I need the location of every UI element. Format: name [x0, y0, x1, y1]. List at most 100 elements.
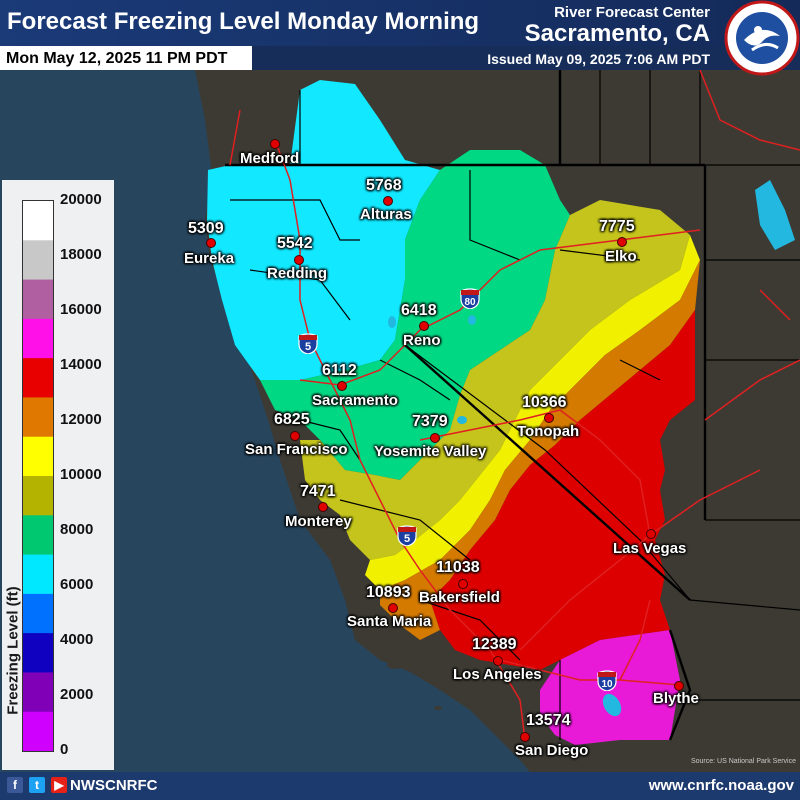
city-value: 5768 — [366, 177, 402, 194]
city-marker[interactable] — [646, 529, 656, 539]
source-credit: Source: US National Park Service — [690, 758, 796, 765]
valid-time: Mon May 12, 2025 11 PM PDT — [6, 50, 228, 67]
zone-cyan-4000-6000 — [207, 80, 440, 380]
legend-color-step — [23, 240, 53, 281]
state-boundaries — [225, 70, 707, 741]
legend-color-step — [23, 593, 53, 634]
rfc-label: River Forecast Center — [554, 4, 710, 21]
city-marker[interactable] — [419, 321, 429, 331]
city-name: Blythe — [653, 690, 699, 707]
youtube-icon[interactable]: ▶ — [51, 777, 67, 793]
city-marker[interactable] — [493, 656, 503, 666]
city-value: 13574 — [526, 712, 571, 729]
legend-tick-label: 10000 — [60, 466, 102, 483]
legend-color-step — [23, 436, 53, 477]
zone-orange-10000-12000 — [380, 260, 700, 640]
city-marker[interactable] — [383, 196, 393, 206]
legend-color-step — [23, 279, 53, 320]
svg-text:5: 5 — [305, 341, 311, 353]
facebook-icon[interactable]: f — [7, 777, 23, 793]
city-value: 6418 — [401, 302, 437, 319]
city-marker[interactable] — [388, 603, 398, 613]
city-marker[interactable] — [544, 413, 554, 423]
legend-tick-label: 4000 — [60, 631, 94, 648]
header: Forecast Freezing Level Monday Morning M… — [0, 0, 800, 70]
legend-color-step — [23, 201, 53, 241]
city-name: Yosemite Valley — [374, 443, 487, 460]
city-marker[interactable] — [458, 579, 468, 589]
city-marker[interactable] — [617, 237, 627, 247]
city-name: Tonopah — [517, 423, 580, 440]
city-marker[interactable] — [206, 238, 216, 248]
lakes — [388, 180, 795, 717]
city-value: 6112 — [322, 362, 357, 379]
city-marker[interactable] — [294, 255, 304, 265]
legend-tick-label: 8000 — [60, 521, 94, 538]
city-name: Santa Maria — [347, 613, 432, 630]
legend-color-step — [23, 476, 53, 516]
legend-tick-label: 14000 — [60, 356, 102, 373]
legend-color-bar — [22, 200, 54, 752]
legend-tick-label: 18000 — [60, 246, 102, 263]
city-value: 10366 — [522, 394, 567, 411]
legend-color-step — [23, 554, 53, 595]
legend-tick-label: 16000 — [60, 301, 102, 318]
city-marker[interactable] — [270, 139, 280, 149]
issued-time: Issued May 09, 2025 7:06 AM PDT — [487, 51, 710, 67]
channel-islands — [387, 657, 496, 725]
city-value: 6825 — [274, 411, 310, 428]
legend-tick-label: 20000 — [60, 191, 102, 208]
legend-color-step — [23, 358, 53, 398]
zone-green-6000-8000 — [260, 150, 570, 480]
city-name: Los Angeles — [453, 666, 542, 683]
city-marker[interactable] — [430, 433, 440, 443]
twitter-icon[interactable]: t — [29, 777, 45, 793]
city-marker[interactable] — [337, 381, 347, 391]
city-name: Alturas — [360, 206, 412, 223]
city-marker[interactable] — [318, 502, 328, 512]
city-name: Reno — [403, 332, 441, 349]
legend-color-step — [23, 672, 53, 713]
city-value: 11038 — [436, 559, 480, 576]
city-marker[interactable] — [290, 431, 300, 441]
interstate-shield-icon: 10 — [597, 670, 617, 691]
svg-text:10: 10 — [601, 679, 613, 690]
city-value: 12389 — [472, 636, 517, 653]
city-name: Bakersfield — [419, 589, 500, 606]
legend-color-step — [23, 515, 53, 556]
city-name: Medford — [240, 150, 300, 167]
legend-color-step — [23, 318, 53, 359]
city-value: 5542 — [277, 235, 313, 252]
svg-text:80: 80 — [464, 297, 476, 308]
zone-olive-8000-9000 — [300, 200, 690, 560]
legend-tick-label: 6000 — [60, 576, 94, 593]
city-value: 7775 — [599, 218, 635, 235]
footer: f t ▶ NWSCNRFC www.cnrfc.noaa.gov — [0, 772, 800, 800]
city-value: 7471 — [300, 483, 336, 500]
city-name: Elko — [605, 248, 637, 265]
city-name: Las Vegas — [613, 540, 687, 557]
social-handle[interactable]: NWSCNRFC — [70, 777, 158, 794]
svg-text:5: 5 — [404, 533, 410, 545]
website-link[interactable]: www.cnrfc.noaa.gov — [648, 777, 794, 794]
city-name: Eureka — [184, 250, 235, 267]
legend-title: Freezing Level (ft) — [4, 586, 22, 715]
city-value: 7379 — [412, 413, 448, 430]
city-marker[interactable] — [520, 732, 530, 742]
interstate-shield-icon: 5 — [397, 525, 417, 546]
city-marker[interactable] — [674, 681, 684, 691]
city-value: 5309 — [188, 220, 224, 237]
city-name: Monterey — [285, 513, 352, 530]
zone-red-12000-14000 — [430, 310, 695, 670]
legend-tick-label: 12000 — [60, 411, 102, 428]
city-name: Sacramento — [312, 392, 398, 409]
nws-logo-icon[interactable] — [722, 0, 800, 80]
title-bar — [0, 0, 800, 46]
city-name: Redding — [267, 265, 327, 282]
rfc-city: Sacramento, CA — [524, 20, 710, 47]
interstate-shield-icon: 80 — [460, 288, 480, 309]
interstate-shield-icon: 5 — [298, 333, 318, 354]
city-name: San Diego — [515, 742, 589, 759]
legend-color-step — [23, 397, 53, 438]
